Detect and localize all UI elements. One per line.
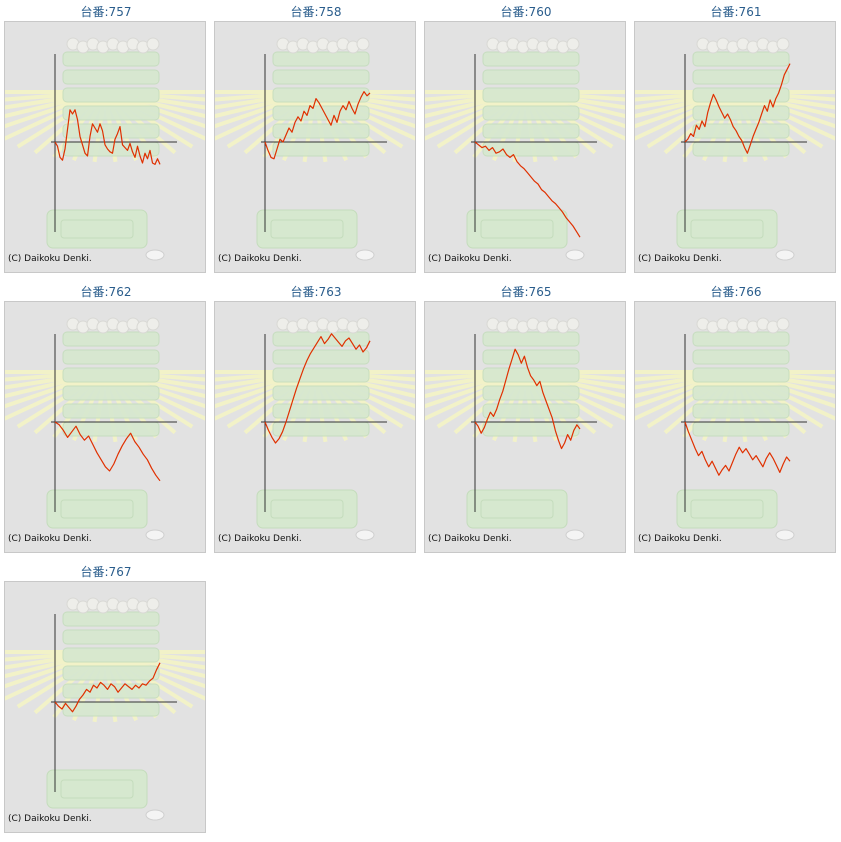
machine-chart-card: 台番:766 (C) Daikoku Denki. [634,280,838,556]
payout-chart [425,317,625,541]
payout-chart [425,37,625,261]
payout-chart [215,317,415,541]
series-line [474,348,581,450]
copyright-text: (C) Daikoku Denki. [638,254,722,264]
payout-chart [215,37,415,261]
copyright-text: (C) Daikoku Denki. [8,814,92,824]
chart-frame: (C) Daikoku Denki. [424,301,626,553]
copyright-text: (C) Daikoku Denki. [428,534,512,544]
payout-chart [635,37,835,261]
series-line [264,90,371,160]
payout-chart [5,597,205,821]
chart-frame: (C) Daikoku Denki. [214,301,416,553]
copyright-text: (C) Daikoku Denki. [428,254,512,264]
machine-number-link[interactable]: 台番:757 [80,5,132,19]
series-line [684,63,791,154]
machine-number-link[interactable]: 台番:761 [710,5,762,19]
payout-chart [5,37,205,261]
background-illustration [215,317,415,541]
chart-frame: (C) Daikoku Denki. [4,301,206,553]
series-line [54,109,161,165]
chart-frame: (C) Daikoku Denki. [4,21,206,273]
machine-number-link[interactable]: 台番:758 [290,5,342,19]
machine-number-link[interactable]: 台番:763 [290,285,342,299]
background-illustration [425,37,625,261]
machine-chart-card: 台番:762 (C) Daikoku Denki. [4,280,208,556]
machine-chart-card: 台番:767 (C) Daikoku Denki. [4,560,208,836]
background-illustration [5,597,205,821]
background-illustration [215,37,415,261]
chart-frame: (C) Daikoku Denki. [214,21,416,273]
chart-frame: (C) Daikoku Denki. [634,301,836,553]
series-line [54,662,161,713]
copyright-text: (C) Daikoku Denki. [218,254,302,264]
series-line [54,421,161,482]
series-line [684,421,791,476]
background-illustration [5,317,205,541]
chart-frame: (C) Daikoku Denki. [4,581,206,833]
machine-chart-card: 台番:761 (C) Daikoku Denki. [634,0,838,276]
chart-frame: (C) Daikoku Denki. [634,21,836,273]
copyright-text: (C) Daikoku Denki. [638,534,722,544]
machine-chart-card: 台番:758 (C) Daikoku Denki. [214,0,418,276]
payout-chart [5,317,205,541]
background-illustration [635,317,835,541]
machine-chart-card: 台番:765 (C) Daikoku Denki. [424,280,628,556]
copyright-text: (C) Daikoku Denki. [218,534,302,544]
background-illustration [5,37,205,261]
copyright-text: (C) Daikoku Denki. [8,254,92,264]
machine-number-link[interactable]: 台番:760 [500,5,552,19]
series-line [474,141,581,238]
series-line [264,333,371,444]
payout-chart [635,317,835,541]
copyright-text: (C) Daikoku Denki. [8,534,92,544]
background-illustration [635,37,835,261]
machine-number-link[interactable]: 台番:762 [80,285,132,299]
chart-frame: (C) Daikoku Denki. [424,21,626,273]
background-illustration [425,317,625,541]
machine-chart-card: 台番:760 (C) Daikoku Denki. [424,0,628,276]
machine-chart-card: 台番:757 (C) Daikoku Denki. [4,0,208,276]
machine-chart-card: 台番:763 (C) Daikoku Denki. [214,280,418,556]
machine-number-link[interactable]: 台番:766 [710,285,762,299]
machine-number-link[interactable]: 台番:767 [80,565,132,579]
machine-number-link[interactable]: 台番:765 [500,285,552,299]
